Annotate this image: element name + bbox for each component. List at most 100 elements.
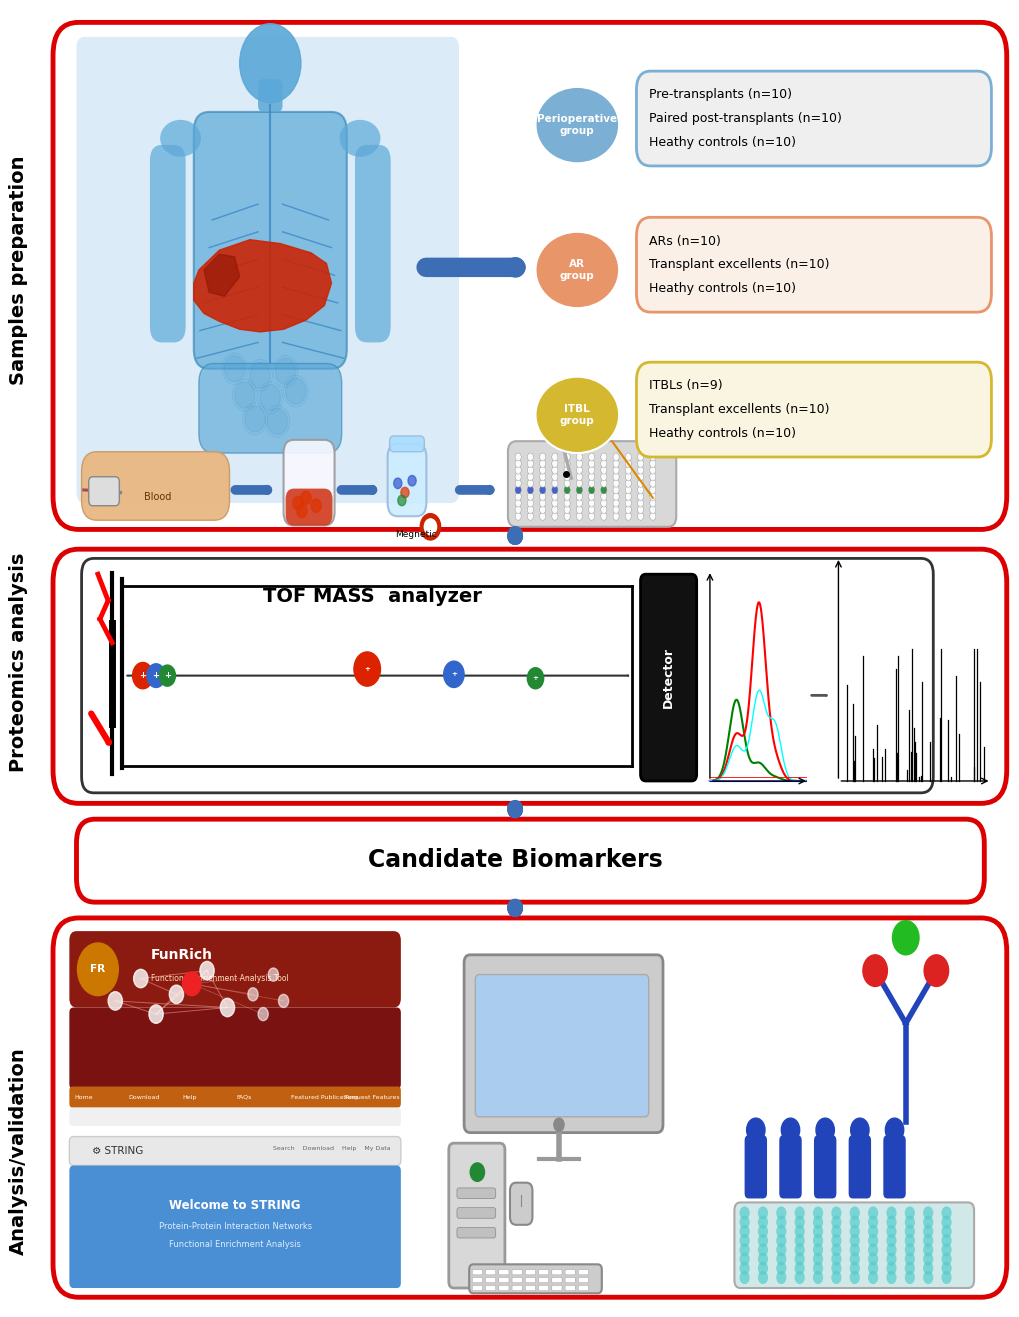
Circle shape: [576, 479, 582, 487]
Circle shape: [245, 406, 265, 432]
Circle shape: [182, 972, 201, 996]
Circle shape: [922, 1216, 932, 1229]
Circle shape: [649, 493, 655, 500]
Circle shape: [600, 493, 606, 500]
Text: AR
group: AR group: [559, 258, 594, 282]
Text: FunRich: FunRich: [151, 948, 213, 961]
Circle shape: [285, 378, 306, 404]
Circle shape: [649, 460, 655, 468]
FancyBboxPatch shape: [565, 1285, 575, 1291]
FancyBboxPatch shape: [82, 558, 932, 793]
FancyBboxPatch shape: [464, 955, 662, 1133]
Text: Candidate Biomarkers: Candidate Biomarkers: [368, 848, 661, 872]
Circle shape: [849, 1252, 859, 1266]
Circle shape: [612, 460, 619, 468]
Circle shape: [941, 1225, 951, 1238]
Circle shape: [830, 1216, 841, 1229]
FancyBboxPatch shape: [69, 1137, 400, 1166]
FancyBboxPatch shape: [848, 1135, 870, 1198]
Text: Pre-transplants (n=10): Pre-transplants (n=10): [648, 88, 791, 101]
Circle shape: [941, 1262, 951, 1275]
FancyBboxPatch shape: [472, 1270, 482, 1275]
Circle shape: [588, 466, 594, 474]
Text: Megnetic: Megnetic: [395, 531, 436, 539]
Text: Analysis/validation: Analysis/validation: [9, 1047, 28, 1255]
Circle shape: [297, 504, 307, 518]
Circle shape: [941, 1252, 951, 1266]
Circle shape: [794, 1252, 804, 1266]
Circle shape: [258, 1008, 268, 1021]
Circle shape: [527, 466, 533, 474]
Circle shape: [637, 473, 643, 481]
Circle shape: [625, 479, 631, 487]
FancyBboxPatch shape: [53, 549, 1006, 803]
Circle shape: [830, 1262, 841, 1275]
Text: Download: Download: [128, 1094, 160, 1100]
Circle shape: [775, 1243, 786, 1256]
Circle shape: [588, 453, 594, 461]
Circle shape: [941, 1216, 951, 1229]
Circle shape: [867, 1225, 877, 1238]
Circle shape: [739, 1234, 749, 1247]
Circle shape: [527, 479, 533, 487]
Circle shape: [862, 955, 887, 986]
Circle shape: [515, 466, 521, 474]
FancyBboxPatch shape: [199, 363, 341, 453]
Circle shape: [470, 1163, 484, 1181]
Circle shape: [515, 473, 521, 481]
FancyBboxPatch shape: [53, 22, 1006, 529]
Circle shape: [886, 1243, 896, 1256]
Circle shape: [576, 506, 582, 514]
Circle shape: [612, 466, 619, 474]
Circle shape: [637, 506, 643, 514]
Circle shape: [812, 1225, 822, 1238]
Circle shape: [649, 473, 655, 481]
Circle shape: [539, 479, 545, 487]
Circle shape: [132, 662, 153, 689]
Polygon shape: [204, 254, 239, 296]
FancyBboxPatch shape: [498, 1270, 508, 1275]
Circle shape: [637, 466, 643, 474]
Circle shape: [649, 479, 655, 487]
FancyBboxPatch shape: [469, 1264, 601, 1293]
Circle shape: [867, 1262, 877, 1275]
Circle shape: [224, 356, 245, 382]
Circle shape: [849, 1262, 859, 1275]
Circle shape: [564, 486, 570, 494]
Circle shape: [600, 479, 606, 487]
Circle shape: [600, 506, 606, 514]
FancyBboxPatch shape: [507, 441, 676, 527]
Text: ITBLs (n=9): ITBLs (n=9): [648, 379, 721, 392]
FancyBboxPatch shape: [640, 574, 696, 781]
FancyBboxPatch shape: [457, 1208, 495, 1218]
FancyBboxPatch shape: [53, 918, 1006, 1297]
Circle shape: [812, 1271, 822, 1284]
Circle shape: [311, 499, 321, 512]
Text: Heathy controls (n=10): Heathy controls (n=10): [648, 427, 795, 440]
FancyBboxPatch shape: [636, 362, 990, 457]
Circle shape: [941, 1234, 951, 1247]
Circle shape: [576, 460, 582, 468]
Circle shape: [200, 961, 214, 980]
Circle shape: [649, 453, 655, 461]
Circle shape: [551, 512, 557, 520]
Circle shape: [248, 988, 258, 1001]
FancyBboxPatch shape: [578, 1270, 588, 1275]
Text: TOF MASS  analyzer: TOF MASS analyzer: [263, 587, 481, 606]
Text: Help: Help: [182, 1094, 197, 1100]
Circle shape: [397, 495, 406, 506]
FancyBboxPatch shape: [498, 1277, 508, 1283]
Circle shape: [564, 460, 570, 468]
Circle shape: [781, 1118, 799, 1142]
Circle shape: [234, 382, 255, 408]
FancyBboxPatch shape: [525, 1285, 535, 1291]
Circle shape: [830, 1243, 841, 1256]
Circle shape: [588, 486, 594, 494]
Circle shape: [922, 1234, 932, 1247]
Circle shape: [588, 512, 594, 520]
FancyBboxPatch shape: [69, 931, 400, 1008]
Circle shape: [830, 1234, 841, 1247]
Circle shape: [904, 1225, 914, 1238]
FancyBboxPatch shape: [76, 37, 459, 503]
Circle shape: [775, 1271, 786, 1284]
